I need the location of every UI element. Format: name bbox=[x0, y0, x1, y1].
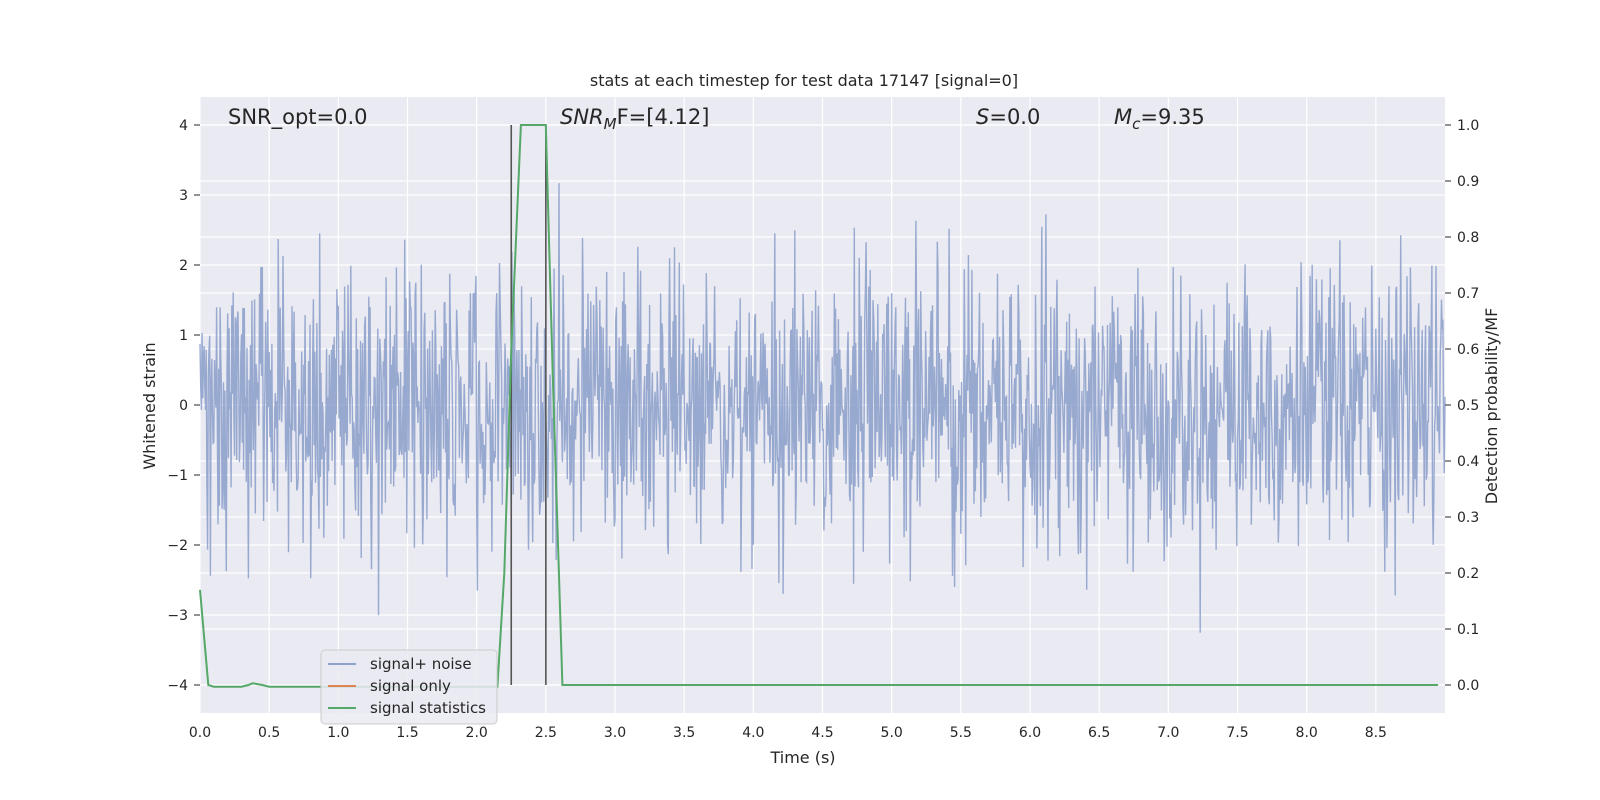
x-tick-label: 3.0 bbox=[604, 725, 626, 741]
x-tick-label: 8.0 bbox=[1296, 725, 1318, 741]
annotation-s: S=0.0 bbox=[976, 105, 1040, 129]
legend-label-signal-only: signal only bbox=[370, 677, 451, 695]
y-tick-label-right: 0.8 bbox=[1457, 230, 1479, 246]
x-axis-label: Time (s) bbox=[769, 748, 835, 767]
x-tick-label: 0.5 bbox=[258, 725, 280, 741]
y-tick-label-left: 4 bbox=[179, 118, 188, 134]
x-tick-label: 1.5 bbox=[396, 725, 418, 741]
y-tick-label-left: −3 bbox=[167, 608, 188, 624]
y-axis-left-ticks: −4 −3 −2 −1 0 1 2 3 4 bbox=[167, 118, 200, 694]
x-tick-label: 8.5 bbox=[1365, 725, 1387, 741]
x-tick-label: 1.0 bbox=[327, 725, 349, 741]
annotation-s-value: =0.0 bbox=[989, 105, 1040, 129]
y-tick-label-left: −1 bbox=[167, 468, 188, 484]
y-tick-label-right: 0.9 bbox=[1457, 174, 1479, 190]
legend-box bbox=[320, 649, 498, 725]
y-tick-label-right: 0.0 bbox=[1457, 678, 1479, 694]
y-tick-label-left: −4 bbox=[167, 678, 188, 694]
x-tick-label: 7.0 bbox=[1157, 725, 1179, 741]
series-signal-noise bbox=[199, 183, 1446, 633]
x-tick-label: 0.0 bbox=[189, 725, 211, 741]
annotation-mc-value: =9.35 bbox=[1140, 105, 1204, 129]
x-tick-label: 5.5 bbox=[950, 725, 972, 741]
annotation-snr-mf-symbol: SNR bbox=[560, 105, 604, 129]
x-tick-label: 4.5 bbox=[811, 725, 833, 741]
annotation-mc-symbol: M bbox=[1114, 105, 1132, 129]
x-tick-label: 6.5 bbox=[1088, 725, 1110, 741]
y-tick-label-right: 0.1 bbox=[1457, 622, 1479, 638]
x-tick-label: 3.5 bbox=[673, 725, 695, 741]
y-axis-right-ticks: 0.0 0.1 0.2 0.3 0.4 0.5 0.6 0.7 0.8 0.9 1.0 bbox=[1445, 118, 1479, 694]
x-tick-label: 6.0 bbox=[1019, 725, 1041, 741]
y-tick-label-right: 0.3 bbox=[1457, 510, 1479, 526]
annotation-s-symbol: S bbox=[976, 105, 989, 129]
y-tick-label-right: 1.0 bbox=[1457, 118, 1479, 134]
x-tick-label: 2.0 bbox=[466, 725, 488, 741]
y-tick-label-left: −2 bbox=[167, 538, 188, 554]
y-tick-label-right: 0.6 bbox=[1457, 342, 1479, 358]
annotation-snr-mf: SNRMF=[4.12] bbox=[560, 105, 709, 133]
y-tick-label-right: 0.7 bbox=[1457, 286, 1479, 302]
annotation-snr-mf-subscript: M bbox=[604, 115, 617, 133]
annotation-mc-subscript: c bbox=[1132, 115, 1141, 133]
legend: signal+ noise signal only signal statist… bbox=[320, 649, 498, 725]
x-axis-ticks: 0.0 0.5 1.0 1.5 2.0 2.5 3.0 3.5 4.0 4.5 5.0 5.5 6.0 6… bbox=[189, 725, 1387, 741]
annotation-snr-opt: SNR_opt=0.0 bbox=[228, 105, 368, 130]
y-tick-label-left: 1 bbox=[179, 328, 188, 344]
y-tick-label-right: 0.5 bbox=[1457, 398, 1479, 414]
annotation-snr-mf-value: F=[4.12] bbox=[617, 105, 710, 129]
signal-noise-line bbox=[199, 183, 1446, 633]
legend-label-signal-noise: signal+ noise bbox=[370, 655, 472, 673]
y-tick-label-left: 2 bbox=[179, 258, 188, 274]
y-tick-label-right: 0.4 bbox=[1457, 454, 1479, 470]
y-tick-label-left: 3 bbox=[179, 188, 188, 204]
y-tick-label-right: 0.2 bbox=[1457, 566, 1479, 582]
annotation-mc: Mc=9.35 bbox=[1114, 105, 1205, 133]
vertical-markers bbox=[510, 125, 547, 685]
x-tick-label: 2.5 bbox=[535, 725, 557, 741]
legend-label-signal-statistics: signal statistics bbox=[370, 699, 486, 717]
x-tick-label: 4.0 bbox=[742, 725, 764, 741]
x-tick-label: 7.5 bbox=[1226, 725, 1248, 741]
y-axis-right-label: Detection probability/MF bbox=[1482, 308, 1501, 505]
y-tick-label-left: 0 bbox=[179, 398, 188, 414]
x-tick-label: 5.0 bbox=[881, 725, 903, 741]
chart-title: stats at each timestep for test data 171… bbox=[590, 71, 1018, 90]
y-axis-left-label: Whitened strain bbox=[140, 342, 159, 469]
